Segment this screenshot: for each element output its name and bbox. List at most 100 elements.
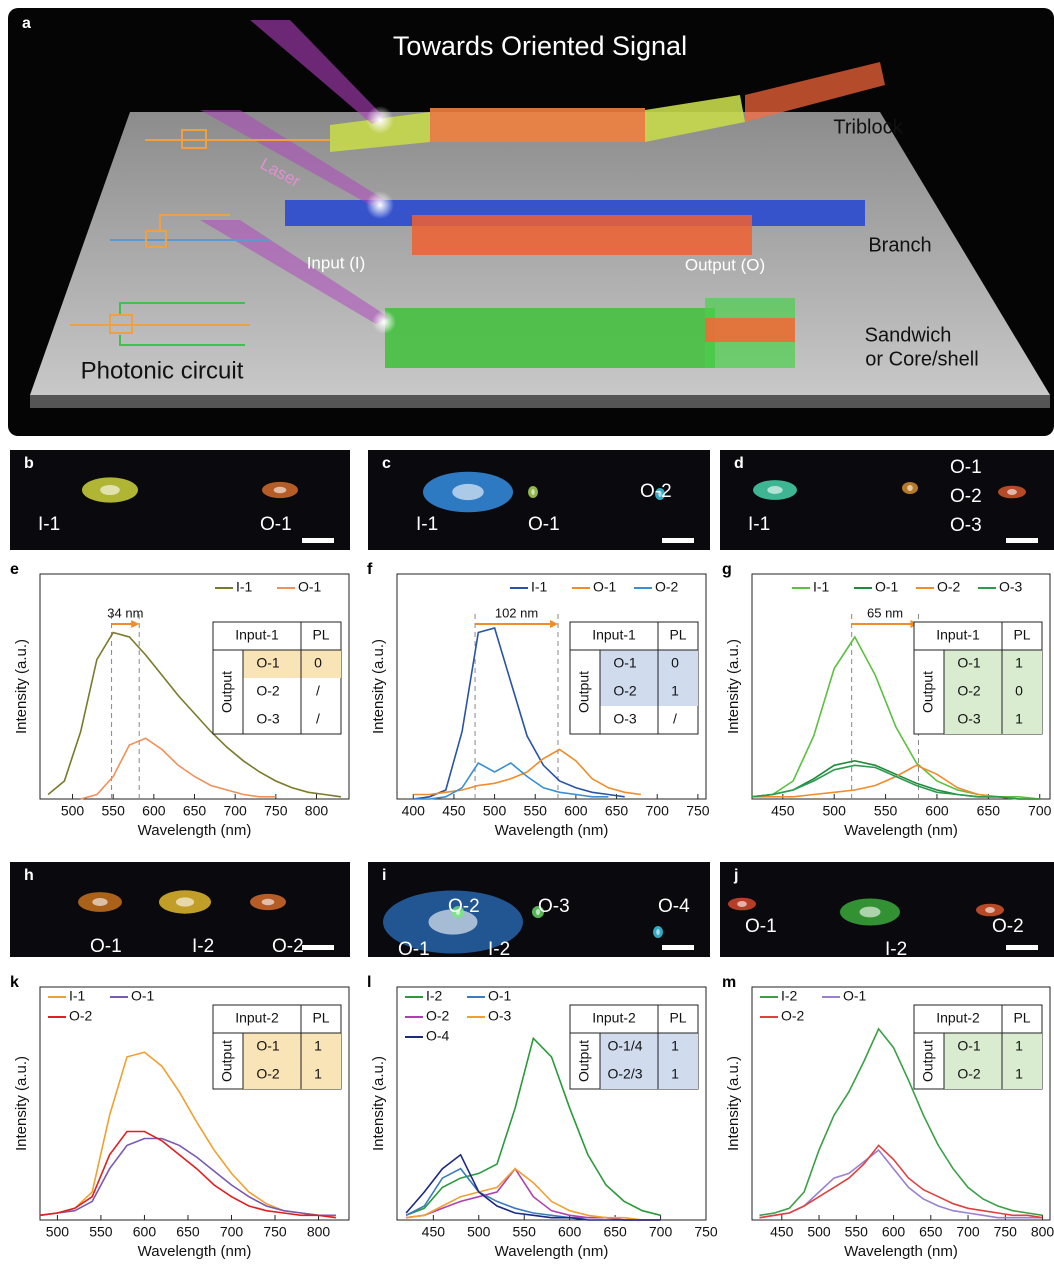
table-cell: 1: [1015, 1038, 1023, 1054]
image-panel: cI-1O-1O-2: [368, 450, 710, 550]
substrate-edge: [30, 395, 1050, 408]
panel-label: m: [722, 974, 736, 991]
table-cell: O-2: [613, 683, 637, 699]
legend-label: I-2: [426, 988, 443, 1004]
x-tick-label: 550: [89, 1224, 113, 1240]
output-label: O-1: [260, 514, 292, 535]
x-tick-label: 650: [176, 1224, 200, 1240]
x-tick-label: 750: [264, 803, 288, 819]
table-header: Input-1: [936, 627, 980, 643]
x-axis-label: Wavelength (nm): [844, 1243, 958, 1260]
x-tick-label: 550: [513, 1224, 537, 1240]
x-tick-label: 700: [956, 1224, 980, 1240]
table-cell: O-1: [957, 1038, 981, 1054]
legend-label: O-2: [937, 579, 961, 595]
x-tick-label: 700: [1028, 803, 1052, 819]
y-axis-label: Intensity (a.u.): [13, 639, 30, 734]
y-axis-label: Intensity (a.u.): [13, 1056, 30, 1151]
spectrum-line: [406, 1155, 660, 1220]
output-label: O-2: [272, 936, 304, 957]
x-tick-label: 600: [882, 1224, 906, 1240]
spectrum-line: [752, 765, 1040, 799]
table-cell: 1: [1015, 711, 1023, 727]
output-label: I-2: [885, 939, 907, 960]
output-label: I-2: [488, 939, 510, 960]
y-axis-label: Intensity (a.u.): [370, 639, 387, 734]
legend-label: O-1: [875, 579, 899, 595]
table-cell: O-1: [613, 655, 637, 671]
x-tick-label: 600: [142, 803, 166, 819]
table-header: PL: [669, 627, 686, 643]
emission-core: [176, 897, 194, 906]
panel-label: a: [22, 15, 31, 32]
table-cell: /: [316, 711, 320, 727]
output-label: O-2: [992, 916, 1024, 937]
panel-title: Towards Oriented Signal: [393, 31, 687, 61]
y-axis-label: Intensity (a.u.): [370, 1056, 387, 1151]
panel-label: j: [733, 867, 738, 884]
x-tick-label: 600: [564, 803, 588, 819]
x-tick-label: 800: [307, 1224, 331, 1240]
spot: [366, 106, 394, 134]
x-tick-label: 500: [46, 1224, 70, 1240]
spot: [372, 310, 396, 334]
legend-label: I-1: [813, 579, 830, 595]
shift-label: 102 nm: [495, 605, 538, 620]
table-header: Input-1: [235, 627, 279, 643]
table-cell: O-2: [256, 683, 280, 699]
emission-core: [531, 489, 535, 495]
x-tick-label: 500: [61, 803, 85, 819]
table-cell: 0: [671, 655, 679, 671]
sandwich-core: [705, 318, 795, 342]
output-label: O-2: [640, 481, 672, 502]
x-tick-label: 500: [483, 803, 507, 819]
x-tick-label: 700: [649, 1224, 673, 1240]
image-panel: j O-1 I-2 O-2: [720, 862, 1054, 960]
x-tick-label: 450: [442, 803, 466, 819]
table-header: PL: [1013, 1010, 1030, 1026]
table-header: Input-2: [936, 1010, 980, 1026]
emission-core: [907, 485, 913, 491]
emission-core: [985, 907, 995, 913]
x-tick-label: 650: [605, 803, 629, 819]
shift-label: 34 nm: [107, 605, 143, 620]
circuit-label: Photonic circuit: [81, 357, 244, 384]
table-header: Output: [576, 1040, 592, 1082]
emission-core: [1007, 489, 1017, 495]
x-tick-label: 650: [603, 1224, 627, 1240]
output-label: I-1: [416, 514, 438, 535]
output-label: O-2: [448, 896, 480, 917]
x-tick-label: 750: [686, 803, 710, 819]
spectrum-line: [81, 738, 276, 799]
output-label: Output (O): [685, 255, 765, 274]
x-tick-label: 650: [183, 803, 207, 819]
table-cell: /: [316, 683, 320, 699]
table-cell: O-3: [957, 711, 981, 727]
x-tick-label: 500: [467, 1224, 491, 1240]
spectrum-line: [406, 1169, 660, 1220]
scale-bar: [1006, 538, 1038, 543]
legend-label: O-3: [488, 1008, 512, 1024]
structure-label: Branch: [868, 234, 931, 256]
sandwich: [385, 308, 715, 368]
output-label: O-1: [745, 916, 777, 937]
spectrum-line: [752, 765, 1040, 799]
spectrum-line: [413, 763, 608, 799]
table-header: PL: [669, 1010, 686, 1026]
structure-label: Triblock: [833, 116, 903, 138]
panel-label: g: [722, 561, 732, 578]
output-label: I-1: [38, 514, 60, 535]
x-tick-label: 600: [133, 1224, 157, 1240]
legend-label: O-1: [298, 579, 322, 595]
x-tick-label: 700: [646, 803, 670, 819]
table-header: PL: [312, 627, 329, 643]
structure-label: Sandwich: [865, 324, 952, 346]
spectrum-line: [40, 1139, 336, 1216]
table-cell: O-2/3: [607, 1066, 642, 1082]
table-cell: O-2: [256, 1066, 280, 1082]
table-cell: /: [673, 711, 677, 727]
image-panel: bI-1O-1: [10, 450, 350, 550]
table-cell: 1: [314, 1038, 322, 1054]
emission-core: [92, 898, 107, 906]
legend-label: I-1: [531, 579, 548, 595]
